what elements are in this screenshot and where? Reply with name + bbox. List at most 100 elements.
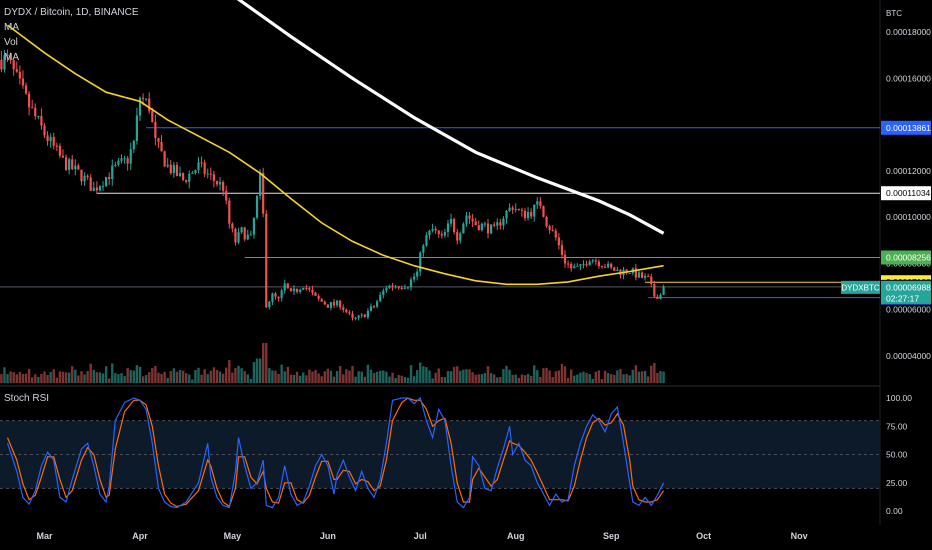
volume-bar <box>101 373 105 383</box>
volume-bar <box>351 365 354 383</box>
candle-body <box>225 190 228 201</box>
volume-bar <box>243 371 246 383</box>
stoch-tick-label: 25.00 <box>886 478 908 488</box>
volume-bar <box>64 372 68 383</box>
volume-bar <box>637 371 641 383</box>
volume-bar <box>610 374 613 383</box>
volume-bar <box>603 370 607 383</box>
volume-bar <box>104 366 108 383</box>
volume-bar <box>172 368 176 383</box>
volume-bar <box>12 372 15 383</box>
volume-bar <box>89 363 92 383</box>
volume-bar <box>375 371 379 383</box>
candle-body <box>416 271 419 277</box>
candle-body <box>548 226 551 230</box>
volume-bar <box>372 372 376 383</box>
candle-body <box>268 301 271 308</box>
candle-body <box>148 98 151 112</box>
volume-bar <box>579 372 582 383</box>
volume-bar <box>317 373 320 383</box>
candle-body <box>659 294 662 299</box>
candle-body <box>185 179 188 182</box>
candle-body <box>582 264 585 266</box>
volume-bar <box>95 372 99 383</box>
candle-body <box>554 230 557 238</box>
legend-ma-fast[interactable]: MA <box>4 22 19 33</box>
volume-bar <box>111 363 114 383</box>
candle-body <box>348 312 351 314</box>
volume-bar <box>563 366 567 383</box>
volume-bar <box>138 366 142 383</box>
volume-bar <box>305 375 308 383</box>
volume-bar <box>148 372 151 383</box>
candle-body <box>274 293 277 297</box>
volume-bar <box>622 374 625 383</box>
volume-bar <box>67 372 71 383</box>
candle-body <box>71 159 74 170</box>
volume-bar <box>514 374 517 383</box>
volume-bar <box>625 373 628 383</box>
price-axis-unit: BTC <box>886 9 902 18</box>
candle-body <box>209 173 212 175</box>
volume-bar <box>591 378 594 383</box>
symbol-title[interactable]: DYDX / Bitcoin, 1D, BINANCE <box>4 7 139 18</box>
candle-body <box>563 254 567 264</box>
volume-bar <box>459 370 462 383</box>
legend-ma-slow[interactable]: MA <box>4 52 19 63</box>
volume-bar <box>557 370 561 383</box>
candle-body <box>376 301 379 307</box>
volume-bar <box>194 370 197 383</box>
volume-bar <box>212 367 216 383</box>
candle-body <box>280 290 283 299</box>
candle-body <box>135 115 138 141</box>
volume-bar <box>132 370 136 383</box>
volume-bar <box>178 370 182 383</box>
candle-body <box>480 223 483 231</box>
candle-body <box>15 69 18 72</box>
volume-bar <box>286 366 290 383</box>
candle-body <box>434 228 437 231</box>
volume-bar <box>462 369 465 383</box>
volume-bar <box>49 372 52 383</box>
volume-bar <box>314 370 317 383</box>
candle-body <box>499 222 502 226</box>
legend-volume[interactable]: Vol <box>4 37 18 48</box>
candle-body <box>262 172 265 214</box>
candle-body <box>295 288 299 292</box>
volume-bar <box>397 375 400 383</box>
stoch-rsi-label[interactable]: Stoch RSI <box>4 393 50 404</box>
volume-bar <box>409 365 413 383</box>
candle-body <box>231 223 234 229</box>
candle-body <box>363 314 366 318</box>
candle-body <box>188 173 191 182</box>
candle-body <box>169 164 172 174</box>
volume-bar <box>465 369 468 383</box>
price-tick-label: 0.00018000 <box>886 27 931 37</box>
volume-bar <box>354 376 357 383</box>
candle-body <box>459 233 462 241</box>
volume-bar <box>431 378 434 383</box>
volume-bar <box>449 371 453 383</box>
candle-body <box>456 232 459 241</box>
ticker-badge <box>841 280 880 294</box>
candle-body <box>326 304 329 308</box>
volume-bar <box>348 370 351 383</box>
candle-body <box>123 158 126 160</box>
candle-body <box>339 300 342 308</box>
volume-bar <box>588 374 591 383</box>
volume-bar <box>366 364 370 383</box>
candle-body <box>166 164 169 167</box>
volume-bar <box>616 370 619 383</box>
time-tick-label: Jul <box>414 531 427 541</box>
level-price-tag <box>881 120 931 135</box>
candle-body <box>653 284 656 297</box>
volume-bar <box>650 365 653 383</box>
candle-body <box>31 107 34 109</box>
candle-body <box>514 209 517 211</box>
candle-body <box>157 138 160 142</box>
volume-bar <box>335 371 339 383</box>
candle-body <box>647 275 650 277</box>
candle-body <box>603 266 607 268</box>
candle-body <box>277 296 280 299</box>
